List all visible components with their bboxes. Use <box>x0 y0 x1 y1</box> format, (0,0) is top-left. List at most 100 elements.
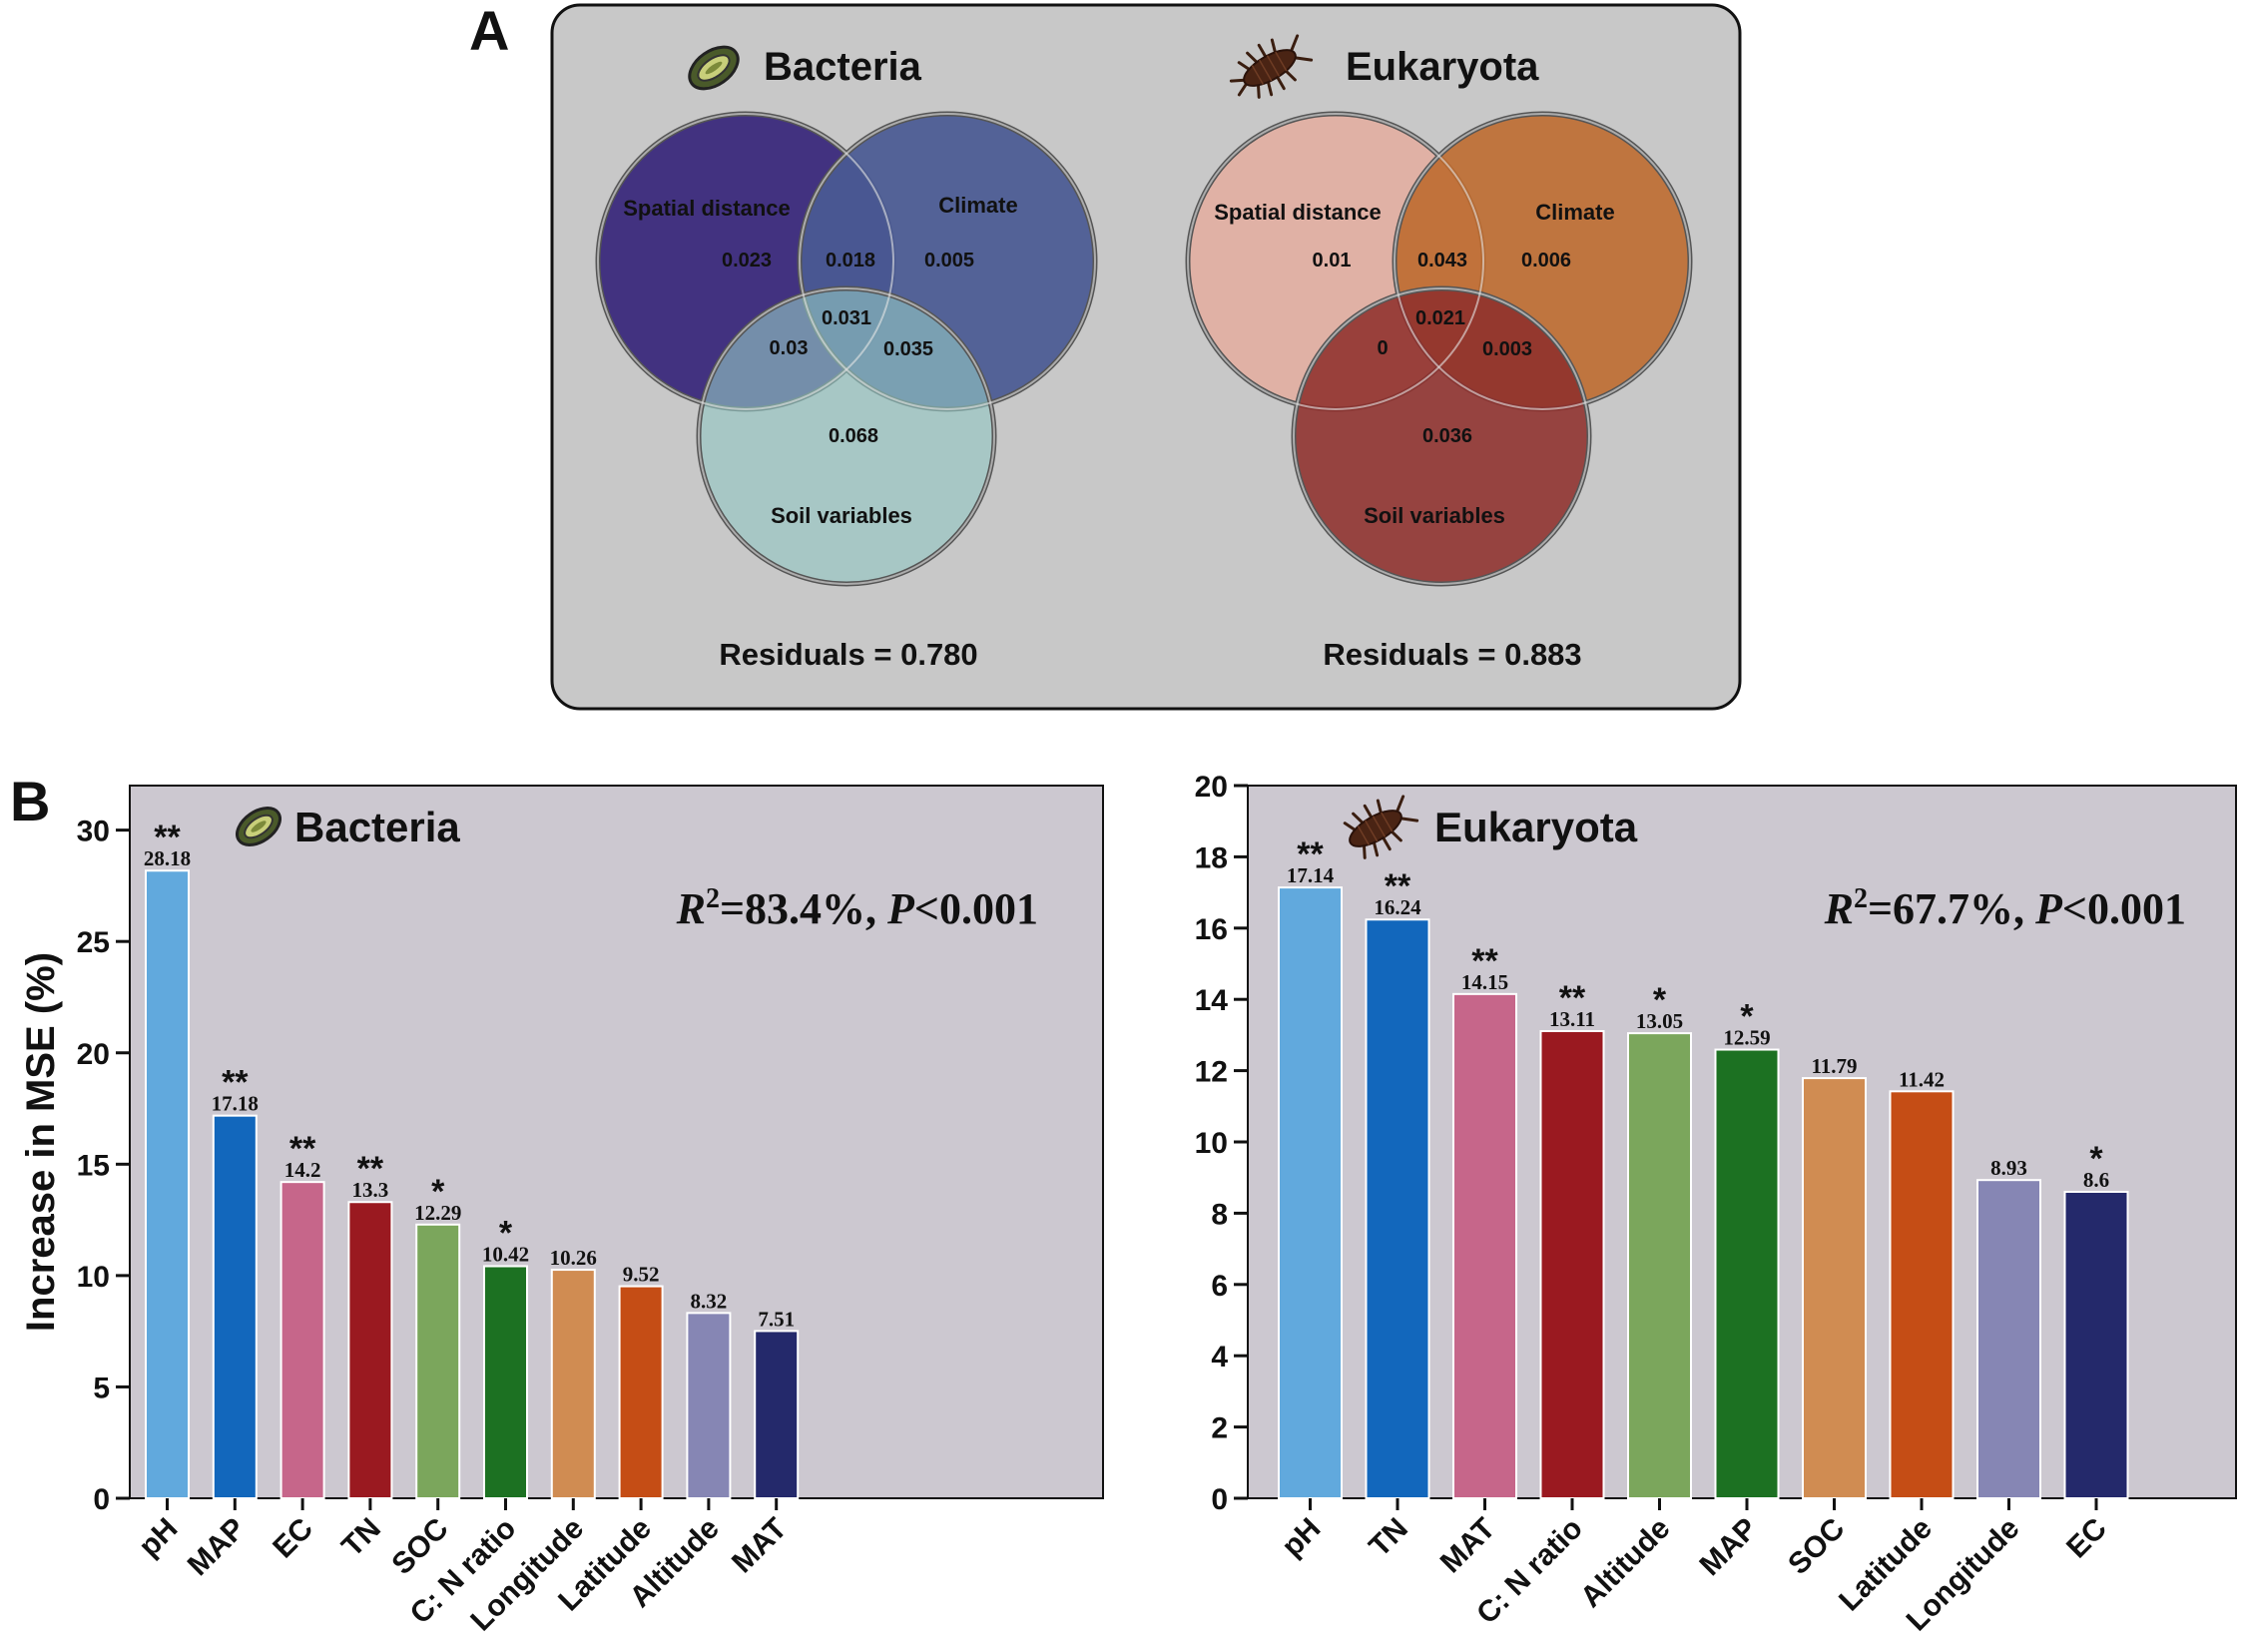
eukaryota-bar-mat <box>1452 992 1517 1499</box>
eukaryota-y-tick-label: 8 <box>1211 1198 1228 1231</box>
bacteria-category-label: pH <box>133 1512 185 1564</box>
eukaryota-y-tick-label: 2 <box>1211 1412 1228 1445</box>
eukaryota-r2-value: =67.7%, <box>1868 884 2035 933</box>
eukaryota-y-tick-label: 0 <box>1211 1483 1228 1516</box>
bacteria-value-climate-only: 0.005 <box>924 250 974 272</box>
eukaryota-value-label: 17.14 <box>1287 863 1335 887</box>
bacteria-bar-c-n-ratio <box>483 1265 528 1500</box>
bacterium-icon <box>688 45 740 91</box>
eukaryota-value-labels: 17.14**16.24**14.15**13.11**13.05*12.59*… <box>1287 835 2109 1192</box>
eukaryota-y-axis: 0 2 4 6 8 10 12 14 16 18 20 <box>1195 771 1248 1516</box>
bacteria-y-tick-label: 25 <box>77 926 110 959</box>
eukaryota-bar-tn <box>1365 918 1430 1499</box>
eukaryota-significance-marker: * <box>1740 998 1754 1036</box>
bacteria-value-spatial-only: 0.023 <box>722 250 772 272</box>
panel-b-label: B <box>10 770 50 832</box>
bacteria-value-label: 13.3 <box>352 1178 389 1202</box>
eukaryota-value-label: 13.05 <box>1636 1009 1683 1033</box>
eukaryota-value-label: 8.6 <box>2083 1168 2109 1192</box>
eukaryota-chart-title: Eukaryota <box>1434 804 1638 850</box>
eukaryota-value-climate-soil: 0.003 <box>1482 338 1532 360</box>
bacteria-label-soil: Soil variables <box>771 503 912 528</box>
eukaryota-y-tick-label: 4 <box>1211 1341 1228 1374</box>
eukaryota-value-spatial-soil: 0 <box>1377 337 1388 359</box>
bacteria-value-label: 7.51 <box>758 1307 795 1331</box>
bacteria-significance-marker: ** <box>222 1064 249 1102</box>
bacteria-venn-title: Bacteria <box>764 45 922 89</box>
eukaryota-bar-ec <box>2063 1190 2129 1499</box>
bacteria-value-soil-only: 0.068 <box>829 425 878 447</box>
eukaryota-p-label: P <box>2034 884 2063 933</box>
eukaryota-value-label: 14.15 <box>1461 970 1508 994</box>
bacteria-category-label: MAT <box>726 1512 794 1580</box>
bacteria-r2-sup: 2 <box>706 883 720 914</box>
bacteria-bar-ph <box>145 869 190 1499</box>
bacteria-value-label: 9.52 <box>623 1263 660 1287</box>
eukaryota-bar-soc <box>1802 1077 1867 1500</box>
bacteria-label-climate: Climate <box>938 193 1017 218</box>
eukaryota-value-spatial-only: 0.01 <box>1313 250 1352 272</box>
eukaryota-y-tick-label: 18 <box>1195 841 1228 874</box>
bacteria-significance-marker: ** <box>289 1130 316 1168</box>
bacteria-y-tick-label: 0 <box>93 1483 110 1516</box>
eukaryota-category-label: Altitude <box>1574 1512 1676 1614</box>
bacteria-y-tick-label: 5 <box>93 1372 110 1404</box>
eukaryota-bar-c-n-ratio <box>1539 1029 1605 1500</box>
eukaryota-bar-latitude <box>1889 1090 1955 1500</box>
eukaryota-category-label: SOC <box>1782 1512 1851 1581</box>
eukaryota-value-all-three: 0.021 <box>1415 307 1465 329</box>
bacteria-value-label: 12.29 <box>414 1201 461 1225</box>
bacteria-y-axis-label: Increase in MSE (%) <box>19 952 63 1332</box>
eukaryota-y-tick-label: 10 <box>1195 1127 1228 1160</box>
bacteria-significance-marker: ** <box>154 819 181 856</box>
eukaryota-significance-marker: ** <box>1297 835 1324 873</box>
eukaryota-label-spatial: Spatial distance <box>1214 200 1382 225</box>
eukaryota-category-label: pH <box>1276 1512 1328 1564</box>
bacteria-bar-map <box>212 1114 258 1499</box>
eukaryota-y-tick-label: 20 <box>1195 771 1228 804</box>
bacteria-bars <box>145 869 800 1500</box>
eukaryota-p-value: <0.001 <box>2062 884 2186 933</box>
bacteria-bar-mat <box>754 1330 800 1499</box>
eukaryota-value-climate-only: 0.006 <box>1521 250 1571 272</box>
bacteria-value-label: 14.2 <box>284 1158 321 1182</box>
bacteria-bar-soc <box>415 1223 461 1500</box>
eukaryota-value-label: 11.42 <box>1899 1067 1945 1091</box>
bacteria-chart-icon <box>236 807 281 846</box>
panel-a-label: A <box>469 0 509 62</box>
eukaryota-bar-ph <box>1278 886 1343 1499</box>
bacteria-bar-tn <box>347 1201 393 1500</box>
bacteria-y-tick-label: 30 <box>77 816 110 848</box>
eukaryota-venn: Eukaryota Spatial distance Climate Soil … <box>1185 34 1693 672</box>
bacteria-category-label: MAP <box>182 1512 252 1582</box>
bacteria-y-tick-label: 20 <box>77 1038 110 1071</box>
eukaryota-category-label: TN <box>1363 1512 1414 1564</box>
bacteria-value-spatial-climate: 0.018 <box>826 250 875 272</box>
eukaryota-significance-marker: * <box>2089 1140 2103 1178</box>
eukaryota-category-label: MAT <box>1434 1512 1502 1580</box>
eukaryota-value-label: 12.59 <box>1723 1026 1770 1050</box>
eukaryota-r2-sup: 2 <box>1854 883 1868 914</box>
eukaryota-significance-marker: ** <box>1471 942 1498 980</box>
bacteria-y-tick-label: 15 <box>77 1149 110 1182</box>
woodlouse-icon <box>1229 34 1314 99</box>
eukaryota-significance-marker: * <box>1653 981 1667 1019</box>
bacteria-value-label: 17.18 <box>212 1092 259 1116</box>
eukaryota-bar-map <box>1714 1048 1780 1499</box>
bacteria-value-label: 10.26 <box>550 1246 597 1270</box>
eukaryota-chart-icon <box>1343 795 1419 859</box>
bacteria-significance-marker: * <box>431 1173 445 1211</box>
bacteria-bar-latitude <box>618 1285 664 1499</box>
bacteria-y-axis: 0 5 10 15 20 25 30 <box>77 816 130 1516</box>
eukaryota-value-label: 13.11 <box>1549 1007 1595 1031</box>
eukaryota-r2-annotation: R2=67.7%, P<0.001 <box>1824 883 2186 933</box>
bacteria-y-tick-label: 10 <box>77 1261 110 1294</box>
bacteria-category-label: EC <box>267 1512 319 1565</box>
bacteria-p-value: <0.001 <box>914 884 1038 933</box>
bacteria-r2-value: =83.4%, <box>720 884 887 933</box>
bacteria-value-label: 28.18 <box>144 846 191 870</box>
